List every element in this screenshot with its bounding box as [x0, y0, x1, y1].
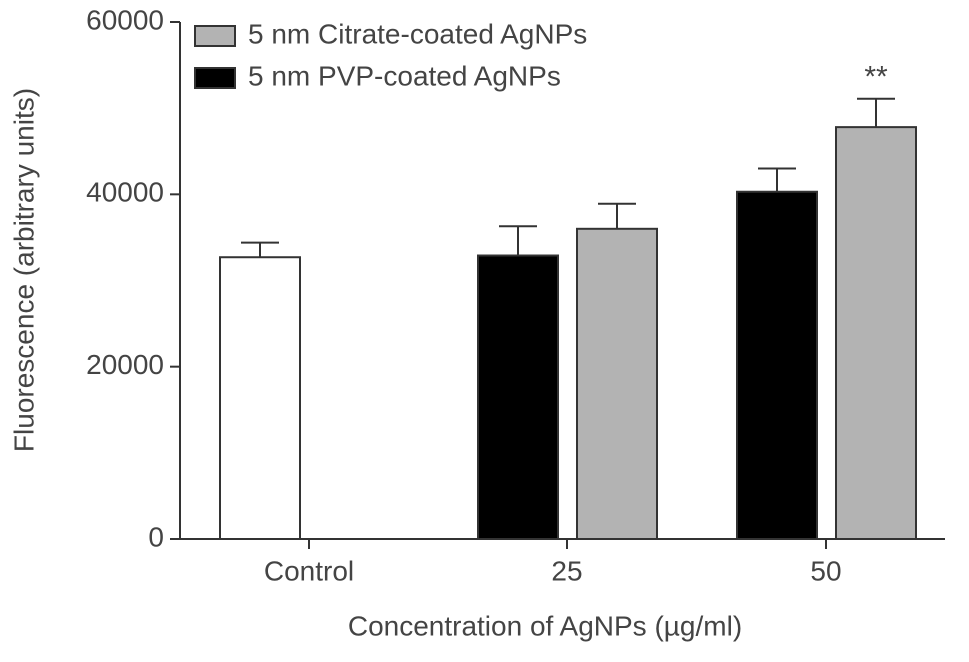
x-tick-label: Control: [264, 555, 354, 586]
bar: [736, 190, 818, 541]
annotation: **: [864, 61, 888, 94]
legend-label: 5 nm Citrate-coated AgNPs: [248, 18, 587, 49]
y-axis-label: Fluorescence (arbitrary units): [8, 88, 39, 452]
bar: [219, 256, 301, 540]
x-tick-label: 25: [551, 555, 582, 586]
bar: [835, 126, 917, 541]
x-tick-label: 50: [810, 555, 841, 586]
legend-label: 5 nm PVP-coated AgNPs: [248, 60, 561, 91]
legend-swatch: [194, 67, 236, 89]
y-tick-label: 0: [148, 521, 164, 552]
y-tick-label: 20000: [86, 349, 164, 380]
legend-swatch: [194, 25, 236, 47]
y-tick-label: 40000: [86, 177, 164, 208]
y-tick-label: 60000: [86, 4, 164, 35]
bar: [576, 227, 658, 541]
bar: [477, 254, 559, 541]
x-axis-label: Concentration of AgNPs (µg/ml): [348, 610, 742, 641]
